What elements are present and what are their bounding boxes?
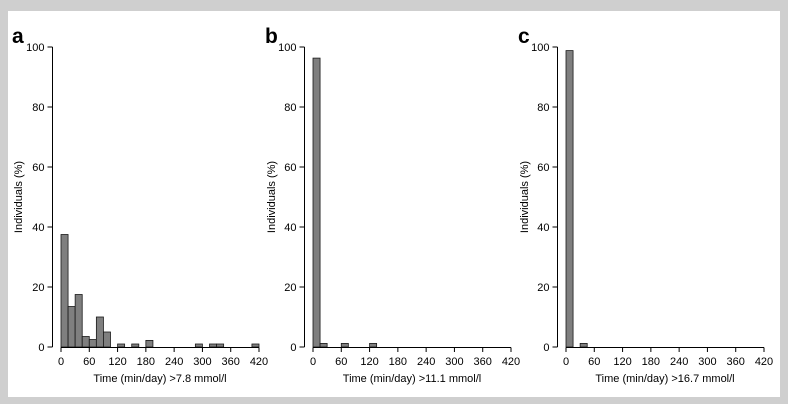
y-tick-label: 20 — [537, 282, 549, 294]
x-tick-label: 240 — [417, 356, 435, 368]
histogram-bar — [88, 339, 97, 348]
x-tick-label: 180 — [642, 356, 660, 368]
y-tick-label: 0 — [543, 342, 549, 354]
y-tick-label: 0 — [38, 342, 44, 354]
histogram-bar — [369, 342, 378, 348]
histogram-bar — [312, 57, 321, 348]
y-tick-label: 0 — [290, 342, 296, 354]
x-axis-label: Time (min/day) >16.7 mmol/l — [595, 373, 734, 385]
histogram-bar — [209, 343, 217, 348]
y-tick-label: 20 — [284, 282, 296, 294]
y-tick-label: 40 — [537, 222, 549, 234]
histogram-bar — [60, 234, 69, 348]
x-tick-label: 120 — [108, 356, 126, 368]
histogram-bar — [103, 331, 111, 348]
histogram-bar — [81, 336, 90, 348]
y-tick-label: 100 — [26, 42, 44, 54]
histogram-figure: a 0 60 120 180 240 300 360 420 0 20 40 60 80 100 Time (… — [12, 25, 773, 385]
y-tick-label: 80 — [537, 102, 549, 114]
x-tick-label: 420 — [755, 356, 773, 368]
x-tick-label: 300 — [445, 356, 463, 368]
panel-letter: c — [518, 25, 530, 48]
histogram-bar — [319, 342, 328, 348]
y-tick-label: 20 — [32, 282, 44, 294]
panel-letter: b — [265, 25, 278, 48]
histogram-bar — [194, 343, 203, 348]
histogram-bar — [565, 50, 574, 348]
x-tick-label: 300 — [193, 356, 211, 368]
y-axis-label: Individuals (%) — [13, 161, 25, 233]
x-tick-label: 420 — [502, 356, 520, 368]
y-axis-label: Individuals (%) — [519, 161, 531, 233]
histogram-bar — [579, 342, 588, 348]
y-axis-label: Individuals (%) — [266, 161, 278, 233]
histogram-bar — [340, 342, 349, 348]
x-tick-label: 360 — [222, 356, 240, 368]
x-tick-label: 120 — [613, 356, 631, 368]
x-tick-label: 60 — [335, 356, 347, 368]
x-tick-label: 0 — [310, 356, 316, 368]
histogram-bar — [117, 343, 126, 348]
figure: a 0 60 120 180 240 300 360 420 0 20 40 60 80 100 Time (… — [8, 11, 780, 397]
histogram-bar — [145, 339, 154, 348]
y-tick-label: 60 — [537, 162, 549, 174]
x-tick-label: 180 — [137, 356, 155, 368]
y-tick-label: 40 — [32, 222, 44, 234]
histogram-bar — [74, 294, 83, 348]
x-tick-label: 60 — [83, 356, 95, 368]
histogram-bar — [95, 316, 104, 348]
x-axis-label: Time (min/day) >11.1 mmol/l — [343, 373, 481, 385]
x-tick-label: 240 — [165, 356, 183, 368]
x-tick-label: 300 — [698, 356, 716, 368]
histogram-bar — [67, 306, 76, 348]
x-tick-label: 120 — [360, 356, 378, 368]
x-tick-label: 180 — [389, 356, 407, 368]
y-tick-label: 80 — [284, 102, 296, 114]
x-tick-label: 60 — [588, 356, 600, 368]
x-tick-label: 0 — [563, 356, 569, 368]
x-tick-label: 420 — [250, 356, 268, 368]
y-tick-label: 100 — [531, 42, 549, 54]
y-tick-label: 80 — [32, 102, 44, 114]
x-tick-label: 360 — [474, 356, 492, 368]
y-tick-label: 60 — [32, 162, 44, 174]
histogram-bar — [251, 343, 260, 348]
histogram-bar — [131, 343, 140, 348]
x-tick-label: 0 — [58, 356, 64, 368]
x-tick-label: 240 — [670, 356, 688, 368]
x-tick-label: 360 — [727, 356, 745, 368]
y-tick-label: 60 — [284, 162, 296, 174]
y-tick-label: 100 — [278, 42, 296, 54]
y-tick-label: 40 — [284, 222, 296, 234]
panel-letter: a — [12, 25, 24, 48]
histogram-bar — [216, 343, 225, 348]
x-axis-label: Time (min/day) >7.8 mmol/l — [93, 373, 226, 385]
